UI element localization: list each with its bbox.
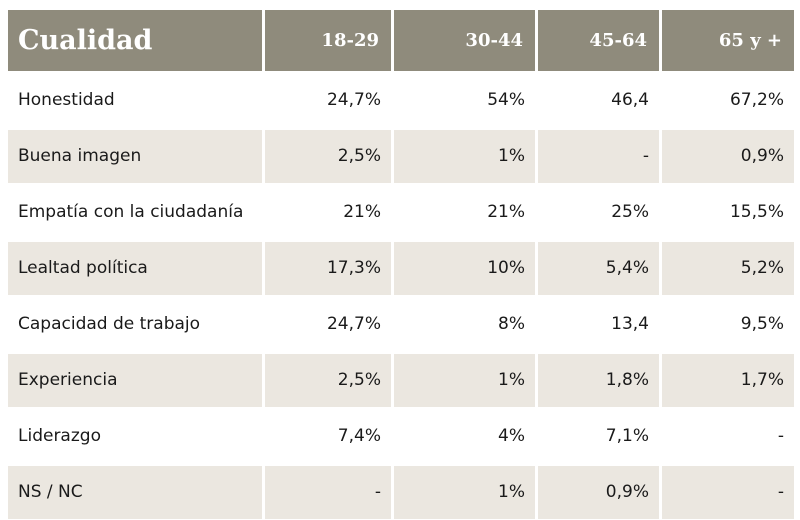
table-cell: 2,5% xyxy=(265,353,391,407)
table-cell: - xyxy=(662,409,794,463)
row-label-lealtad-politica: Lealtad política xyxy=(8,241,262,295)
table-cell: 46,4 xyxy=(538,73,659,127)
table-cell: 0,9% xyxy=(538,465,659,519)
table-cell: 24,7% xyxy=(265,73,391,127)
row-label-capacidad-de-trabajo: Capacidad de trabajo xyxy=(8,297,262,351)
table-cell: 1% xyxy=(394,465,535,519)
row-label-liderazgo: Liderazgo xyxy=(8,409,262,463)
table-cell: 21% xyxy=(265,185,391,239)
header-45-64: 45-64 xyxy=(538,10,659,71)
header-18-29: 18-29 xyxy=(265,10,391,71)
table-cell: 2,5% xyxy=(265,129,391,183)
row-label-ns-nc: NS / NC xyxy=(8,465,262,519)
table-cell: 5,4% xyxy=(538,241,659,295)
table-cell: - xyxy=(538,129,659,183)
table-cell: 1,8% xyxy=(538,353,659,407)
table-cell: 24,7% xyxy=(265,297,391,351)
table-cell: 1% xyxy=(394,129,535,183)
table-cell: 67,2% xyxy=(662,73,794,127)
table-cell: 17,3% xyxy=(265,241,391,295)
table-cell: 7,4% xyxy=(265,409,391,463)
data-table: Cualidad 18-29 30-44 45-64 65 y + Honest… xyxy=(8,10,794,519)
table-cell: 4% xyxy=(394,409,535,463)
header-30-44: 30-44 xyxy=(394,10,535,71)
row-label-experiencia: Experiencia xyxy=(8,353,262,407)
table-cell: 25% xyxy=(538,185,659,239)
table-cell: 5,2% xyxy=(662,241,794,295)
table-cell: 10% xyxy=(394,241,535,295)
table-cell: 7,1% xyxy=(538,409,659,463)
table-cell: 15,5% xyxy=(662,185,794,239)
table-cell: 0,9% xyxy=(662,129,794,183)
table-cell: - xyxy=(265,465,391,519)
table-cell: 8% xyxy=(394,297,535,351)
table-cell: 13,4 xyxy=(538,297,659,351)
row-label-buena-imagen: Buena imagen xyxy=(8,129,262,183)
header-65-plus: 65 y + xyxy=(662,10,794,71)
table-cell: 1,7% xyxy=(662,353,794,407)
table-cell: 54% xyxy=(394,73,535,127)
table-cell: 1% xyxy=(394,353,535,407)
row-label-empatia: Empatía con la ciudadanía xyxy=(8,185,262,239)
header-cualidad: Cualidad xyxy=(8,10,262,71)
table-cell: - xyxy=(662,465,794,519)
table-cell: 9,5% xyxy=(662,297,794,351)
row-label-honestidad: Honestidad xyxy=(8,73,262,127)
table-cell: 21% xyxy=(394,185,535,239)
